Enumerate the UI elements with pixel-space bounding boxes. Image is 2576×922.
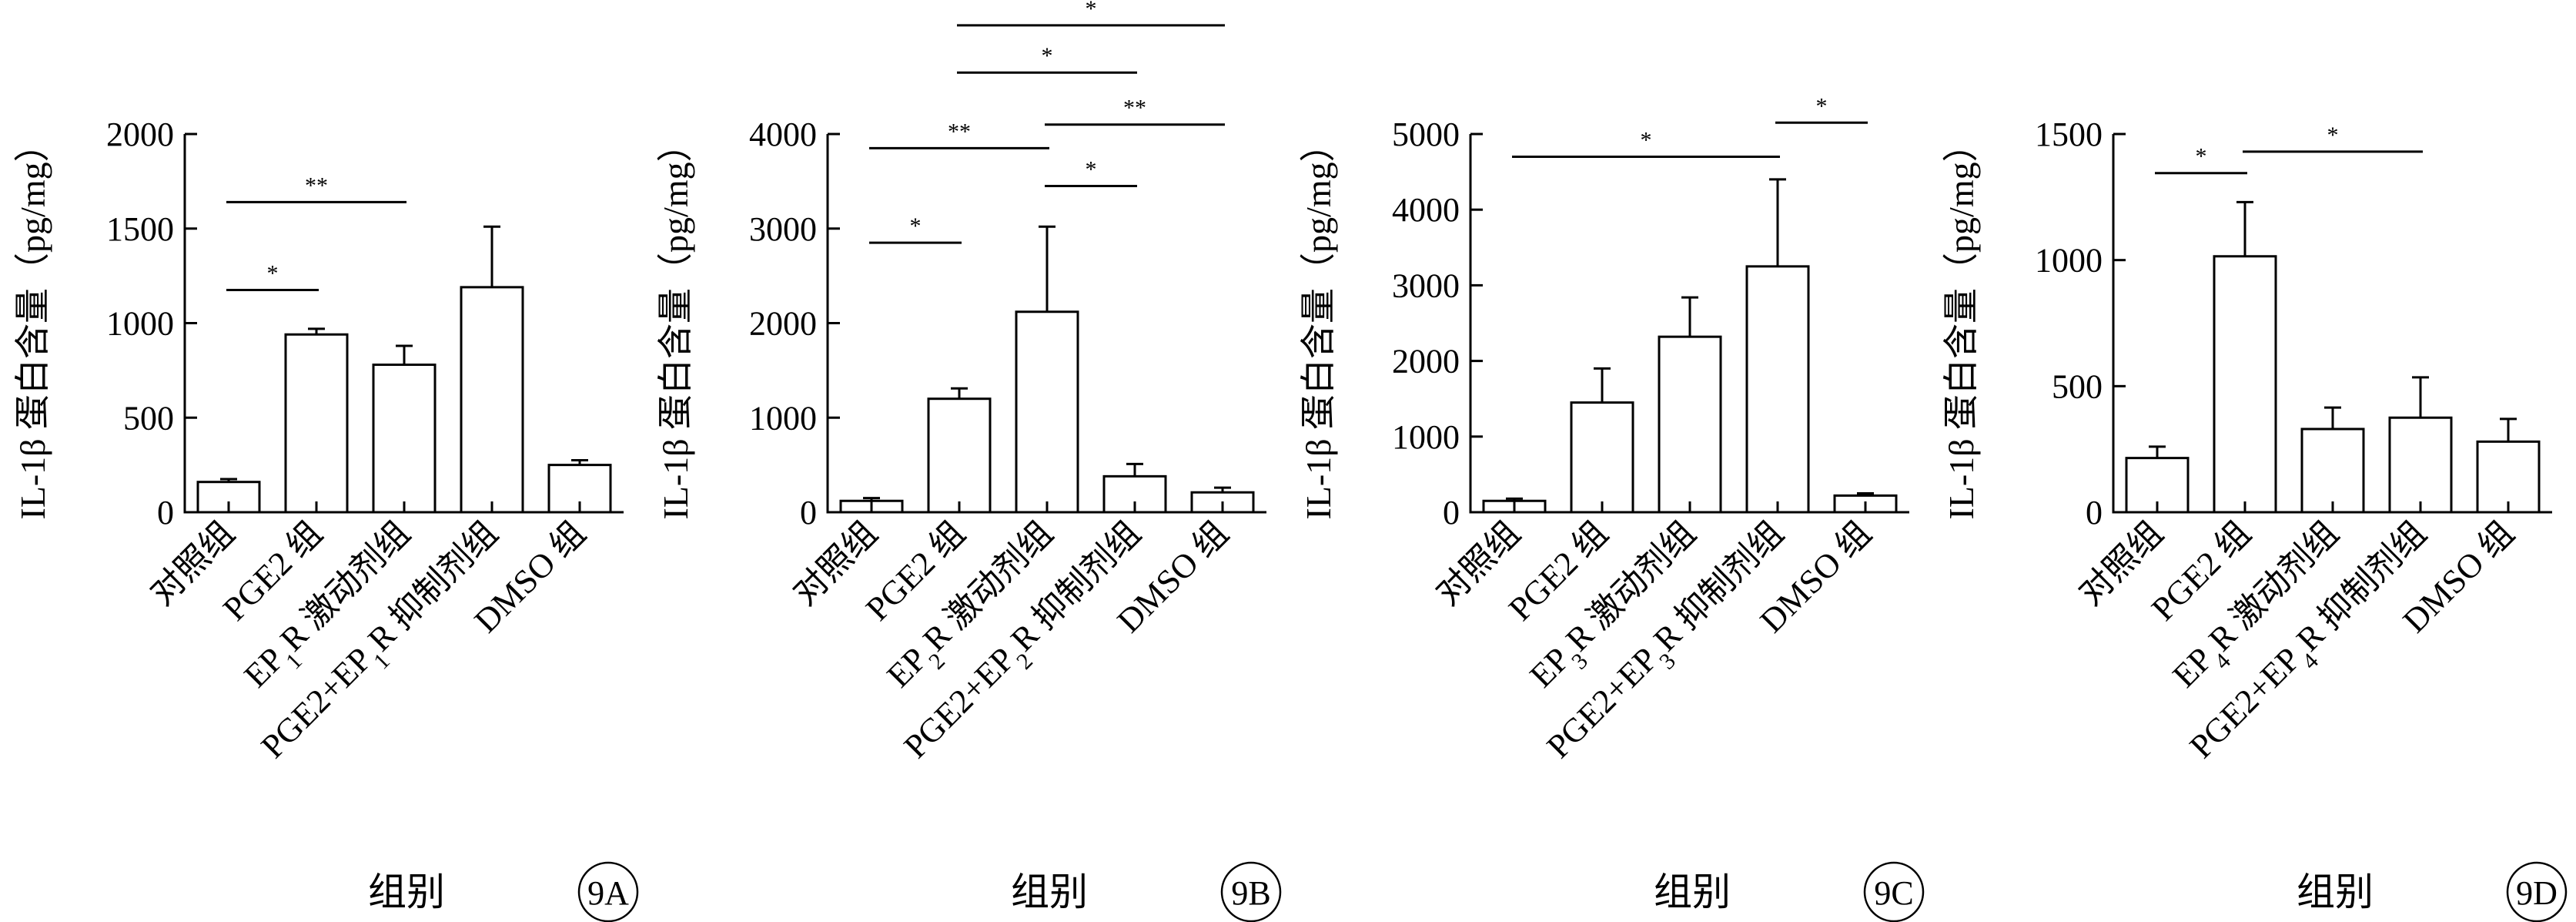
significance-label: ** (305, 173, 328, 198)
y-tick-label: 1000 (1392, 418, 1460, 456)
panel-label: 9A (587, 874, 629, 912)
y-tick-label: 3000 (1392, 267, 1460, 304)
bar (1015, 310, 1079, 514)
significance-label: * (1086, 157, 1097, 183)
x-tick-label-part: EP (2166, 640, 2220, 695)
y-tick-label: 500 (2052, 367, 2103, 405)
y-tick-label: 0 (157, 494, 174, 531)
x-axis-title: 组别 (368, 870, 445, 914)
y-axis-title: IL-1β 蛋白含量（pg/mg） (13, 126, 52, 519)
y-axis-title: IL-1β 蛋白含量（pg/mg） (1942, 126, 1981, 519)
bar (2213, 255, 2277, 514)
panel-label: 9C (1874, 874, 1913, 912)
bar (1658, 335, 1722, 514)
significance-label: ** (1123, 96, 1146, 121)
x-tick-label-part: EP (237, 640, 292, 695)
significance-label: * (1816, 93, 1828, 119)
significance-label: * (267, 261, 279, 287)
y-tick-label: 1000 (106, 305, 174, 343)
panel-label-circle (1863, 861, 1925, 922)
bar (1745, 265, 1810, 514)
significance-label: * (2327, 122, 2339, 148)
y-tick-label: 500 (123, 399, 174, 437)
y-tick-label: 4000 (749, 116, 817, 153)
y-tick-label: 5000 (1392, 116, 1460, 153)
panel-label: 9B (1231, 874, 1270, 912)
y-tick-label: 1500 (106, 210, 174, 248)
panel-label: 9D (2516, 874, 2558, 912)
y-tick-label: 2000 (749, 305, 817, 343)
y-axis-title: IL-1β 蛋白含量（pg/mg） (656, 126, 695, 519)
y-tick-label: 0 (800, 494, 817, 531)
x-axis-title: 组别 (2297, 870, 2374, 914)
y-tick-label: 1000 (749, 399, 817, 437)
bar (284, 333, 349, 514)
y-tick-label: 1500 (2035, 116, 2103, 153)
bar (1570, 401, 1634, 514)
y-tick-label: 1000 (2035, 242, 2103, 280)
significance-label: * (1086, 0, 1097, 22)
bar (460, 286, 524, 514)
y-tick-label: 4000 (1392, 191, 1460, 229)
y-tick-label: 3000 (749, 210, 817, 248)
y-axis-title: IL-1β 蛋白含量（pg/mg） (1299, 126, 1338, 519)
bar (372, 364, 437, 514)
significance-label: * (1641, 127, 1652, 153)
x-tick-label-part: EP (880, 640, 935, 695)
x-axis-title: 组别 (1654, 870, 1731, 914)
y-tick-label: 2000 (106, 116, 174, 153)
x-tick-label-part: EP (1523, 640, 1577, 695)
panel-label-circle (577, 861, 639, 922)
bar (2388, 416, 2453, 514)
significance-label: * (910, 213, 922, 239)
bar (927, 397, 992, 514)
x-axis-title: 组别 (1011, 870, 1088, 914)
significance-label: * (1042, 43, 1053, 69)
y-tick-label: 0 (1443, 494, 1460, 531)
y-tick-label: 2000 (1392, 343, 1460, 381)
significance-label: * (2196, 144, 2207, 169)
y-tick-label: 0 (2086, 494, 2103, 531)
significance-label: ** (948, 119, 971, 144)
panel-label-circle (2506, 861, 2568, 922)
panel-label-circle (1220, 861, 1282, 922)
bar (2300, 427, 2365, 514)
